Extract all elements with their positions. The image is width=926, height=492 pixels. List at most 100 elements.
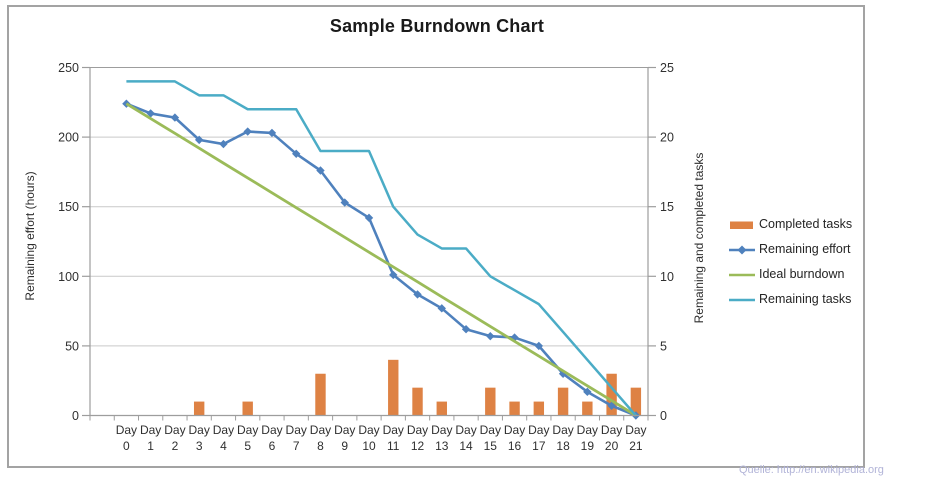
x-axis-labels: Day 0 Day 1 Day 2 Day 3 Day 4 Day 5 Day 6 Day 7 Day 8 Day 9… [116, 423, 647, 453]
x-axis-label: 5 [244, 439, 251, 453]
bar-day-11 [388, 359, 399, 416]
effort-marker-day-20 [607, 401, 616, 410]
bar-day-19 [582, 401, 593, 416]
x-axis-label: Day [431, 423, 452, 437]
x-axis-label: 17 [532, 439, 546, 453]
effort-marker-day-14 [461, 324, 471, 334]
remaining-tasks-line [126, 80, 637, 417]
x-axis-label: 9 [341, 439, 348, 453]
bar-day-21 [630, 387, 642, 416]
completed-tasks-swatch-icon [729, 218, 755, 230]
x-axis-label: 2 [172, 439, 179, 453]
legend-label: Completed tasks [759, 216, 853, 231]
x-axis-label: Day [528, 423, 549, 437]
bar-day-13 [436, 401, 447, 416]
legend-item-remaining-effort: Remaining effort [729, 236, 852, 261]
x-axis-label: 4 [220, 439, 227, 453]
x-axis-label: 8 [317, 439, 324, 453]
effort-marker-day-9 [340, 198, 349, 207]
x-axis-label: 11 [387, 439, 400, 453]
x-axis-label: 12 [411, 439, 425, 453]
x-axis-label: Day [164, 423, 185, 437]
x-axis-label: Day [383, 423, 404, 437]
x-axis-label: Day [213, 423, 234, 437]
left-axis-tick-label: 200 [58, 131, 79, 145]
x-axis-label: Day [237, 423, 258, 437]
x-axis-label: 13 [435, 439, 449, 453]
effort-marker-day-3 [194, 135, 204, 145]
left-axis-title: Remaining effort (hours) [23, 171, 37, 301]
x-axis-label: Day [358, 423, 379, 437]
bar-day-3 [193, 401, 205, 416]
effort-marker-day-5 [243, 127, 252, 136]
x-axis-label: 18 [556, 439, 570, 453]
x-axis-label: 20 [605, 439, 619, 453]
right-axis-tick-label: 15 [660, 200, 674, 214]
x-axis-label: 10 [362, 439, 376, 453]
x-axis-label: Day [407, 423, 428, 437]
legend-label: Remaining tasks [759, 291, 852, 306]
right-axis-tick-label: 5 [660, 339, 667, 353]
x-axis-label: 7 [293, 439, 300, 453]
effort-marker-day-2 [170, 113, 180, 122]
gridlines [90, 67, 648, 347]
left-axis-tick-label: 250 [58, 61, 79, 75]
bar-day-12 [412, 387, 423, 416]
ideal-burndown-swatch-icon [729, 268, 755, 280]
bar-day-15 [485, 387, 496, 416]
right-axis-tick-label: 0 [660, 409, 667, 423]
x-axis-label: Day [601, 423, 622, 437]
bar-day-16 [509, 401, 520, 416]
x-axis-label: Day [310, 423, 331, 437]
legend-label: Ideal burndown [759, 266, 845, 281]
effort-marker-day-8 [316, 166, 325, 175]
bar-day-8 [315, 373, 326, 416]
x-axis-label: 3 [196, 439, 203, 453]
effort-marker-day-4 [219, 139, 228, 149]
effort-marker-day-7 [292, 149, 301, 159]
x-axis-label: Day [116, 423, 137, 437]
right-axis-title: Remaining and completed tasks [692, 152, 706, 324]
legend-item-completed-tasks: Completed tasks [729, 211, 852, 236]
x-axis-label: Day [334, 423, 355, 437]
right-axis-tick-label: 10 [660, 270, 674, 284]
source-note: Quelle: http://en.wikipedia.org [739, 464, 884, 476]
x-axis-label: Day [577, 423, 598, 437]
ideal-burndown-line [125, 102, 637, 417]
completed-tasks-bars [193, 359, 642, 416]
x-axis-label: 21 [629, 439, 643, 453]
right-axis-tick-label: 20 [660, 131, 674, 145]
legend: Completed tasks Remaining effort Ideal b… [729, 211, 852, 311]
chart-title: Sample Burndown Chart [329, 16, 545, 36]
effort-marker-day-6 [267, 128, 277, 138]
effort-marker-day-13 [437, 304, 446, 313]
x-axis-label: Day [261, 423, 282, 437]
x-axis-label: 1 [147, 439, 154, 453]
x-axis-label: Day [480, 423, 501, 437]
left-axis-tick-label: 50 [65, 339, 79, 353]
remaining-effort-swatch-icon [729, 243, 755, 255]
x-axis-label: 16 [508, 439, 522, 453]
remaining-tasks-swatch-icon [729, 293, 755, 305]
bar-day-18 [557, 387, 569, 416]
left-axis-tick-label: 0 [72, 409, 79, 423]
x-axis-label: 19 [581, 439, 595, 453]
x-axis-label: 6 [269, 439, 276, 453]
x-axis-label: Day [625, 423, 646, 437]
right-axis-tick-label: 25 [660, 61, 674, 75]
axis-lines [82, 66, 656, 421]
legend-item-ideal-burndown: Ideal burndown [729, 261, 852, 286]
left-axis-tick-label: 150 [58, 200, 79, 214]
x-axis-label: Day [286, 423, 307, 437]
bar-day-17 [533, 401, 545, 416]
x-axis-label: Day [504, 423, 525, 437]
effort-marker-day-11 [389, 270, 398, 280]
effort-marker-day-10 [364, 213, 374, 223]
effort-marker-day-12 [413, 290, 422, 299]
bar-day-5 [242, 401, 253, 416]
x-axis-label: Day [140, 423, 161, 437]
effort-marker-day-1 [146, 109, 155, 118]
x-axis-label: Day [552, 423, 573, 437]
